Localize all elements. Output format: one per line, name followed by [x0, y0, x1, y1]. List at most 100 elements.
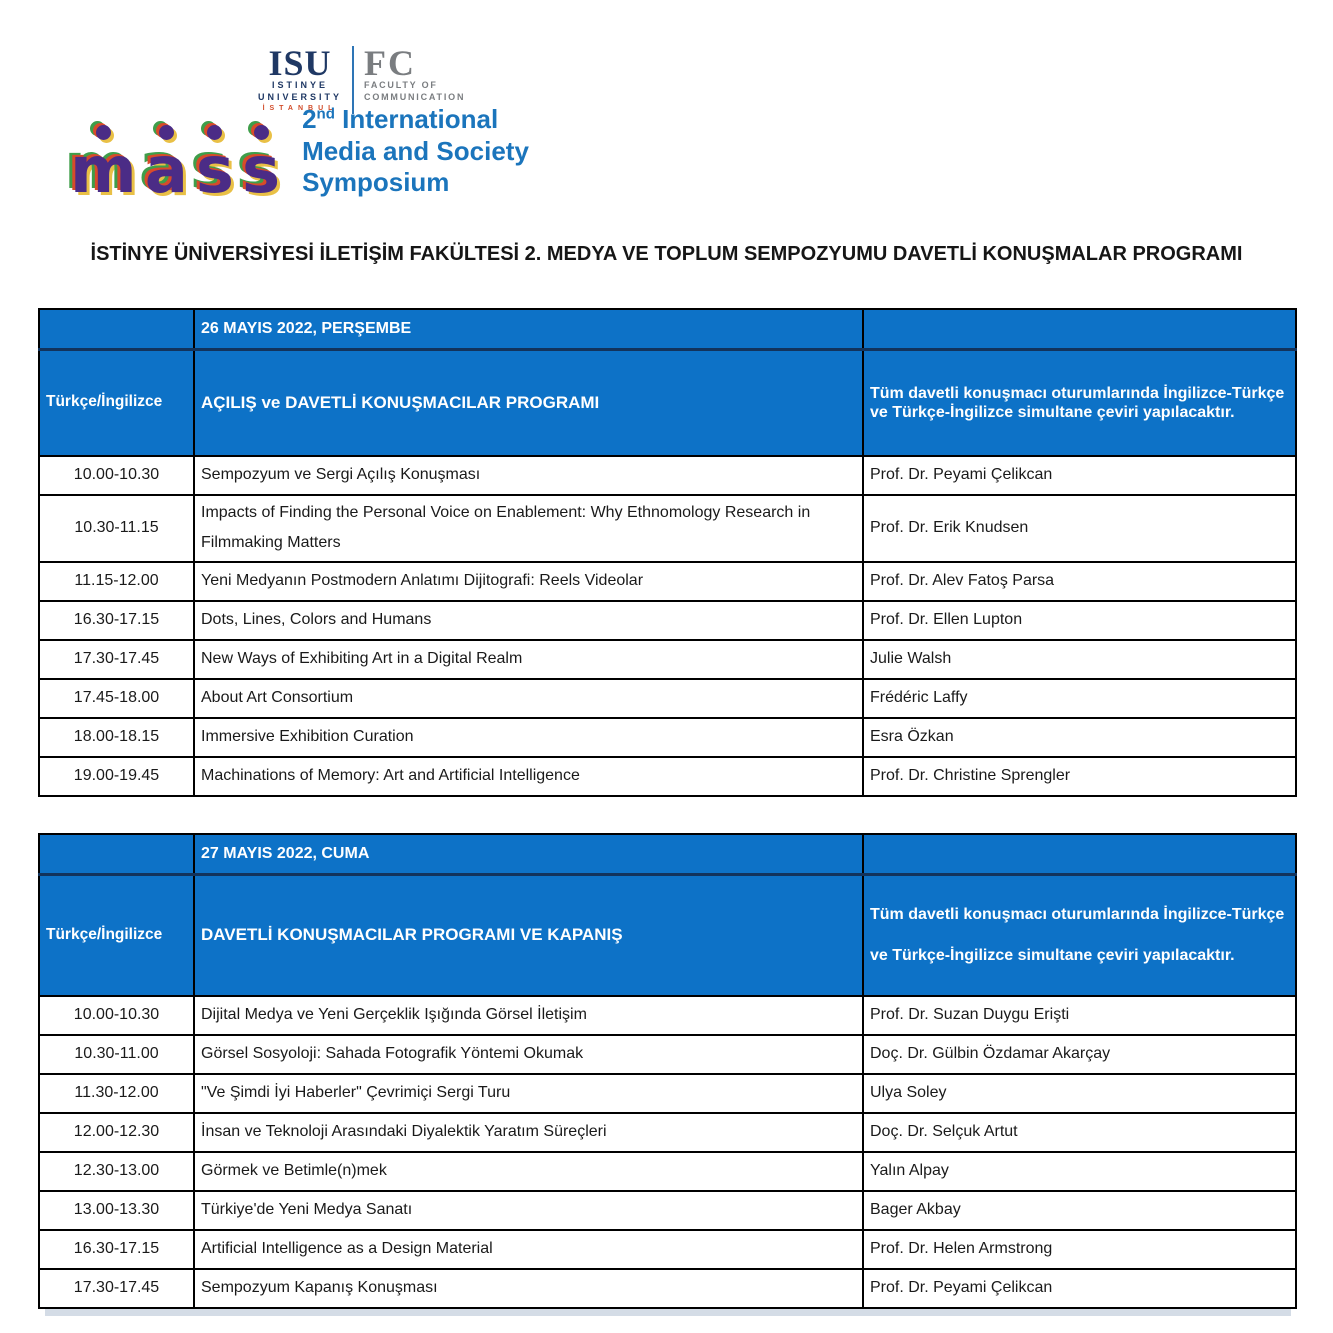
table-row: 11.30-12.00 "Ve Şimdi İyi Haberler" Çevri…	[38, 1073, 1297, 1114]
table-row: 19.00-19.45 Machinations of Memory: Art a…	[38, 755, 1297, 797]
table-row: 10.00-10.30 Sempozyum ve Sergi Açılış Kon…	[38, 455, 1297, 496]
date-header-cell: 27 MAYIS 2022, CUMA	[193, 833, 864, 876]
table-row: 11.15-12.00 Yeni Medyanın Postmodern Anla…	[38, 560, 1297, 602]
speaker-cell: Prof. Dr. Helen Armstrong	[862, 1229, 1297, 1270]
isu-acronym: ISU	[268, 43, 332, 83]
session-title-cell: Immersive Exhibition Curation	[193, 716, 864, 758]
session-title-cell: Sempozyum Kapanış Konuşması	[193, 1268, 864, 1309]
mass-letter-block: s	[196, 125, 234, 203]
session-title-cell: Dots, Lines, Colors and Humans	[193, 599, 864, 641]
time-cell: 10.00-10.30	[38, 455, 195, 496]
session-title-cell: Impacts of Finding the Personal Voice on…	[193, 494, 864, 563]
time-cell: 10.30-11.15	[38, 494, 195, 563]
table-row: 12.30-13.00 Görmek ve Betimle(n)mek Yalın …	[38, 1151, 1297, 1192]
speaker-cell: Prof. Dr. Alev Fatoş Parsa	[862, 560, 1297, 602]
speaker-cell: Frédéric Laffy	[862, 677, 1297, 719]
fc-subline-communication: COMMUNICATION	[364, 91, 466, 102]
speaker-cell: Doç. Dr. Selçuk Artut	[862, 1112, 1297, 1153]
table-row: 13.00-13.30 Türkiye'de Yeni Medya Sanatı B…	[38, 1190, 1297, 1231]
symposium-wordmark: 2nd International Media and Society Symp…	[302, 104, 529, 203]
mass-letter-m: m	[70, 134, 137, 209]
brand-row: m a s s 2nd International Media and Soci…	[70, 104, 529, 203]
translation-note-cell: Tüm davetli konuşmacı oturumlarında İngi…	[862, 348, 1297, 457]
time-cell: 17.45-18.00	[38, 677, 195, 719]
table-row: 18.00-18.15 Immersive Exhibition Curation…	[38, 716, 1297, 758]
date-header-row: 27 MAYIS 2022, CUMA	[38, 833, 1297, 876]
time-cell: 17.30-17.45	[38, 1268, 195, 1309]
table-row: 10.30-11.00 Görsel Sosyoloji: Sahada Foto…	[38, 1034, 1297, 1075]
speaker-cell: Prof. Dr. Erik Knudsen	[862, 494, 1297, 563]
speaker-cell: Prof. Dr. Peyami Çelikcan	[862, 455, 1297, 496]
isu-logo-block: ISU ISTINYE UNIVERSITY İSTANBUL	[258, 43, 343, 114]
mass-dot-icon	[253, 125, 269, 141]
table-row: 12.00-12.30 İnsan ve Teknoloji Arasındaki…	[38, 1112, 1297, 1153]
fc-subline-faculty: FACULTY OF	[364, 80, 438, 91]
session-title-cell: Dijital Medya ve Yeni Gerçeklik Işığında…	[193, 995, 864, 1036]
table-body: 10.00-10.30 Dijital Medya ve Yeni Gerçekl…	[38, 995, 1297, 1309]
language-header-cell: Türkçe/İngilizce	[38, 873, 195, 997]
date-header-cell: 26 MAYIS 2022, PERŞEMBE	[193, 308, 864, 351]
isu-subline-university: UNIVERSITY	[258, 91, 343, 102]
session-title-cell: "Ve Şimdi İyi Haberler" Çevrimiçi Sergi …	[193, 1073, 864, 1114]
fc-logo-block: FC FACULTY OF COMMUNICATION	[364, 45, 466, 114]
session-title-cell: Görsel Sosyoloji: Sahada Fotografik Yönt…	[193, 1034, 864, 1075]
translation-note-cell: Tüm davetli konuşmacı oturumlarında İngi…	[862, 873, 1297, 997]
time-cell: 10.30-11.00	[38, 1034, 195, 1075]
mass-logo: m a s s	[70, 125, 280, 203]
empty-cell	[38, 308, 195, 351]
time-cell: 13.00-13.30	[38, 1190, 195, 1231]
page-bottom-strip	[45, 1309, 1291, 1316]
schedule-table-day1: 26 MAYIS 2022, PERŞEMBE Türkçe/İngilizce…	[38, 308, 1297, 797]
session-title-cell: İnsan ve Teknoloji Arasındaki Diyalektik…	[193, 1112, 864, 1153]
speaker-cell: Yalın Alpay	[862, 1151, 1297, 1192]
time-cell: 18.00-18.15	[38, 716, 195, 758]
empty-cell	[862, 833, 1297, 876]
mass-dot-icon	[95, 125, 111, 141]
table-row: 16.30-17.15 Dots, Lines, Colors and Human…	[38, 599, 1297, 641]
empty-cell	[38, 833, 195, 876]
logo-divider	[352, 46, 355, 115]
time-cell: 11.15-12.00	[38, 560, 195, 602]
symposium-line1: 2nd International	[302, 104, 529, 136]
isufc-logo: ISU ISTINYE UNIVERSITY İSTANBUL FC FACUL…	[258, 43, 466, 115]
program-header-cell: DAVETLİ KONUŞMACILAR PROGRAMI VE KAPANIŞ	[193, 873, 864, 997]
document-title: İSTİNYE ÜNİVERSİYESİ İLETİŞİM FAKÜLTESİ …	[90, 243, 1243, 265]
table-body: 10.00-10.30 Sempozyum ve Sergi Açılış Kon…	[38, 455, 1297, 797]
mass-letter-s2: s	[241, 134, 281, 209]
speaker-cell: Doç. Dr. Gülbin Özdamar Akarçay	[862, 1034, 1297, 1075]
symposium-line2: Media and Society	[302, 135, 529, 166]
time-cell: 10.00-10.30	[38, 995, 195, 1036]
session-title-cell: Yeni Medyanın Postmodern Anlatımı Dijito…	[193, 560, 864, 602]
speaker-cell: Julie Walsh	[862, 638, 1297, 680]
speaker-cell: Prof. Dr. Suzan Duygu Erişti	[862, 995, 1297, 1036]
time-cell: 17.30-17.45	[38, 638, 195, 680]
table-row: 17.30-17.45 New Ways of Exhibiting Art in…	[38, 638, 1297, 680]
time-cell: 12.00-12.30	[38, 1112, 195, 1153]
symposium-line1-rest: International	[334, 104, 499, 134]
empty-cell	[862, 308, 1297, 351]
speaker-cell: Bager Akbay	[862, 1190, 1297, 1231]
speaker-cell: Prof. Dr. Ellen Lupton	[862, 599, 1297, 641]
symposium-line3: Symposium	[302, 167, 450, 198]
symposium-ordinal: 2	[302, 104, 317, 134]
table-row: 17.45-18.00 About Art Consortium Frédéric …	[38, 677, 1297, 719]
program-header-cell: AÇILIŞ ve DAVETLİ KONUŞMACILAR PROGRAMI	[193, 348, 864, 457]
time-cell: 11.30-12.00	[38, 1073, 195, 1114]
schedule-table-day2: 27 MAYIS 2022, CUMA Türkçe/İngilizce DAV…	[38, 833, 1297, 1309]
time-cell: 16.30-17.15	[38, 599, 195, 641]
time-cell: 12.30-13.00	[38, 1151, 195, 1192]
time-cell: 16.30-17.15	[38, 1229, 195, 1270]
speaker-cell: Esra Özkan	[862, 716, 1297, 758]
table-row: 16.30-17.15 Artificial Intelligence as a …	[38, 1229, 1297, 1270]
isu-subline-istinye: ISTINYE	[272, 80, 329, 91]
session-title-cell: About Art Consortium	[193, 677, 864, 719]
session-title-cell: Görmek ve Betimle(n)mek	[193, 1151, 864, 1192]
session-title-cell: Sempozyum ve Sergi Açılış Konuşması	[193, 455, 864, 496]
mass-letter-block: s	[241, 125, 281, 209]
isu-subline-istanbul: İSTANBUL	[262, 104, 338, 112]
date-header-row: 26 MAYIS 2022, PERŞEMBE	[38, 308, 1297, 351]
mass-dot-icon	[207, 125, 223, 141]
mass-letter-block: a	[145, 125, 188, 203]
session-title-cell: Artificial Intelligence as a Design Mate…	[193, 1229, 864, 1270]
session-title-cell: Türkiye'de Yeni Medya Sanatı	[193, 1190, 864, 1231]
